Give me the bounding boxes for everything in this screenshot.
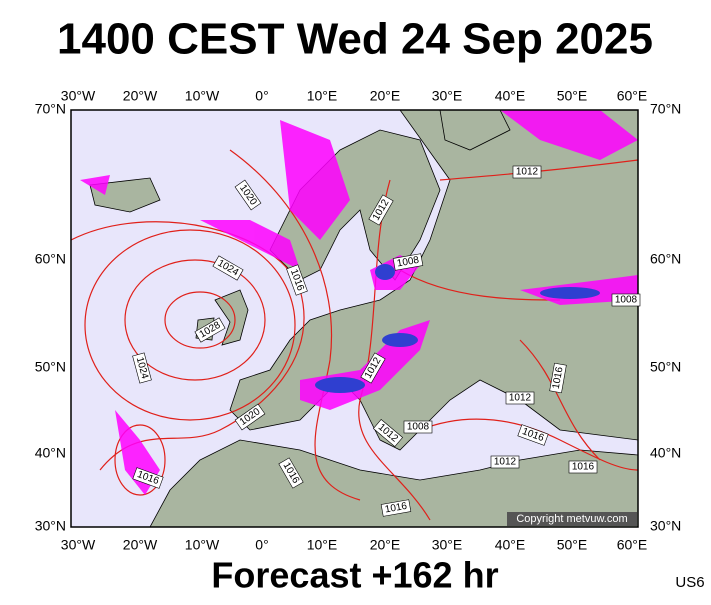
isobar-label-box bbox=[392, 253, 424, 271]
map-area bbox=[71, 110, 638, 527]
isobar-label-text: 1012 bbox=[516, 167, 539, 178]
lon-label-top: 10°E bbox=[307, 88, 338, 104]
isobar-label-box bbox=[568, 460, 598, 474]
lon-label-bottom: 10°E bbox=[307, 537, 338, 553]
lon-label-bottom: 50°E bbox=[557, 537, 588, 553]
title: 1400 CEST Wed 24 Sep 2025 bbox=[57, 15, 653, 64]
lat-label-left: 50°N bbox=[35, 359, 66, 375]
lat-label-right: 60°N bbox=[650, 251, 681, 267]
isobar-label-box bbox=[286, 264, 308, 296]
isobars bbox=[71, 149, 638, 521]
lon-label-top: 40°E bbox=[495, 88, 526, 104]
isobar-label: 1012 bbox=[505, 391, 535, 405]
isobar-label-box bbox=[234, 179, 262, 211]
isobar-label-text: 1012 bbox=[509, 393, 532, 404]
lon-label-top: 0° bbox=[255, 88, 268, 104]
isobar-label: 1024 bbox=[132, 352, 152, 384]
lon-label-bottom: 60°E bbox=[617, 537, 648, 553]
isobar-label-box bbox=[360, 352, 386, 384]
isobar-label-text: 1012 bbox=[494, 457, 517, 468]
isobar-label-box bbox=[380, 499, 412, 517]
isobar-label-box bbox=[549, 362, 567, 394]
isobar-label-box bbox=[403, 420, 433, 434]
lon-label-bottom: 30°E bbox=[432, 537, 463, 553]
isobar-label: 1012 bbox=[490, 455, 520, 469]
isobar-label-text: 1008 bbox=[396, 255, 420, 270]
forecast-label: Forecast +162 hr bbox=[211, 555, 498, 596]
model-code: US6 bbox=[675, 574, 704, 591]
isobar-label: 1016 bbox=[380, 499, 412, 517]
lon-label-bottom: 30°W bbox=[61, 537, 96, 553]
lon-label-top: 20°E bbox=[370, 88, 401, 104]
isobar-label-box bbox=[132, 467, 164, 489]
map-frame bbox=[70, 109, 639, 528]
isobar-label: 1012 bbox=[512, 165, 542, 179]
isobar-label-text: 1008 bbox=[615, 295, 638, 306]
lat-label-left: 60°N bbox=[35, 251, 66, 267]
isobar-label-box bbox=[132, 352, 152, 384]
isobar-label-box bbox=[278, 457, 304, 489]
isobar-label: 1008 bbox=[403, 420, 433, 434]
lon-label-top: 60°E bbox=[617, 88, 648, 104]
copyright-box bbox=[507, 512, 637, 526]
isobar-label-box bbox=[212, 255, 244, 281]
isobar-label-box bbox=[490, 455, 520, 469]
isobar-label-box bbox=[517, 424, 549, 446]
isobar-label-text: 1016 bbox=[572, 462, 595, 473]
isobar-label: 1008 bbox=[611, 293, 641, 307]
lon-label-top: 50°E bbox=[557, 88, 588, 104]
isobar-label-box bbox=[234, 403, 266, 431]
lon-label-top: 30°W bbox=[61, 88, 96, 104]
lat-label-left: 30°N bbox=[35, 518, 66, 534]
lat-label-right: 40°N bbox=[650, 445, 681, 461]
lat-label-left: 40°N bbox=[35, 445, 66, 461]
isobar-label-text: 1016 bbox=[551, 366, 566, 390]
isobar-label-text: 1008 bbox=[407, 422, 430, 433]
lat-label-right: 70°N bbox=[650, 101, 681, 117]
lat-label-left: 70°N bbox=[35, 101, 66, 117]
isobar-label-box bbox=[611, 293, 641, 307]
isobar-label-box bbox=[505, 391, 535, 405]
axis-labels: 30°W 30°W 20°W 20°W 10°W 10°W 0° 0° 10°E 10°E 20°E… bbox=[35, 88, 682, 553]
isobar-label-box bbox=[372, 418, 404, 448]
isobar-label-box bbox=[368, 194, 394, 226]
lon-label-top: 10°W bbox=[185, 88, 220, 104]
copyright: Copyright metvuw.com bbox=[516, 513, 627, 525]
lon-label-bottom: 10°W bbox=[185, 537, 220, 553]
isobar-label-box bbox=[194, 317, 226, 343]
isobar-label-text: 1016 bbox=[384, 501, 408, 516]
lat-label-right: 30°N bbox=[650, 518, 681, 534]
isobar-label: 1016 bbox=[568, 460, 598, 474]
lon-label-bottom: 40°E bbox=[495, 537, 526, 553]
lon-label-bottom: 20°W bbox=[123, 537, 158, 553]
lon-label-top: 20°W bbox=[123, 88, 158, 104]
lon-label-bottom: 0° bbox=[255, 537, 268, 553]
isobar-label: 1016 bbox=[549, 362, 567, 394]
lon-label-top: 30°E bbox=[432, 88, 463, 104]
lat-label-right: 50°N bbox=[650, 359, 681, 375]
lon-label-bottom: 20°E bbox=[370, 537, 401, 553]
isobar-label: 1008 bbox=[392, 253, 424, 271]
heavy-precipitation bbox=[315, 264, 600, 393]
isobar-label-box bbox=[512, 165, 542, 179]
